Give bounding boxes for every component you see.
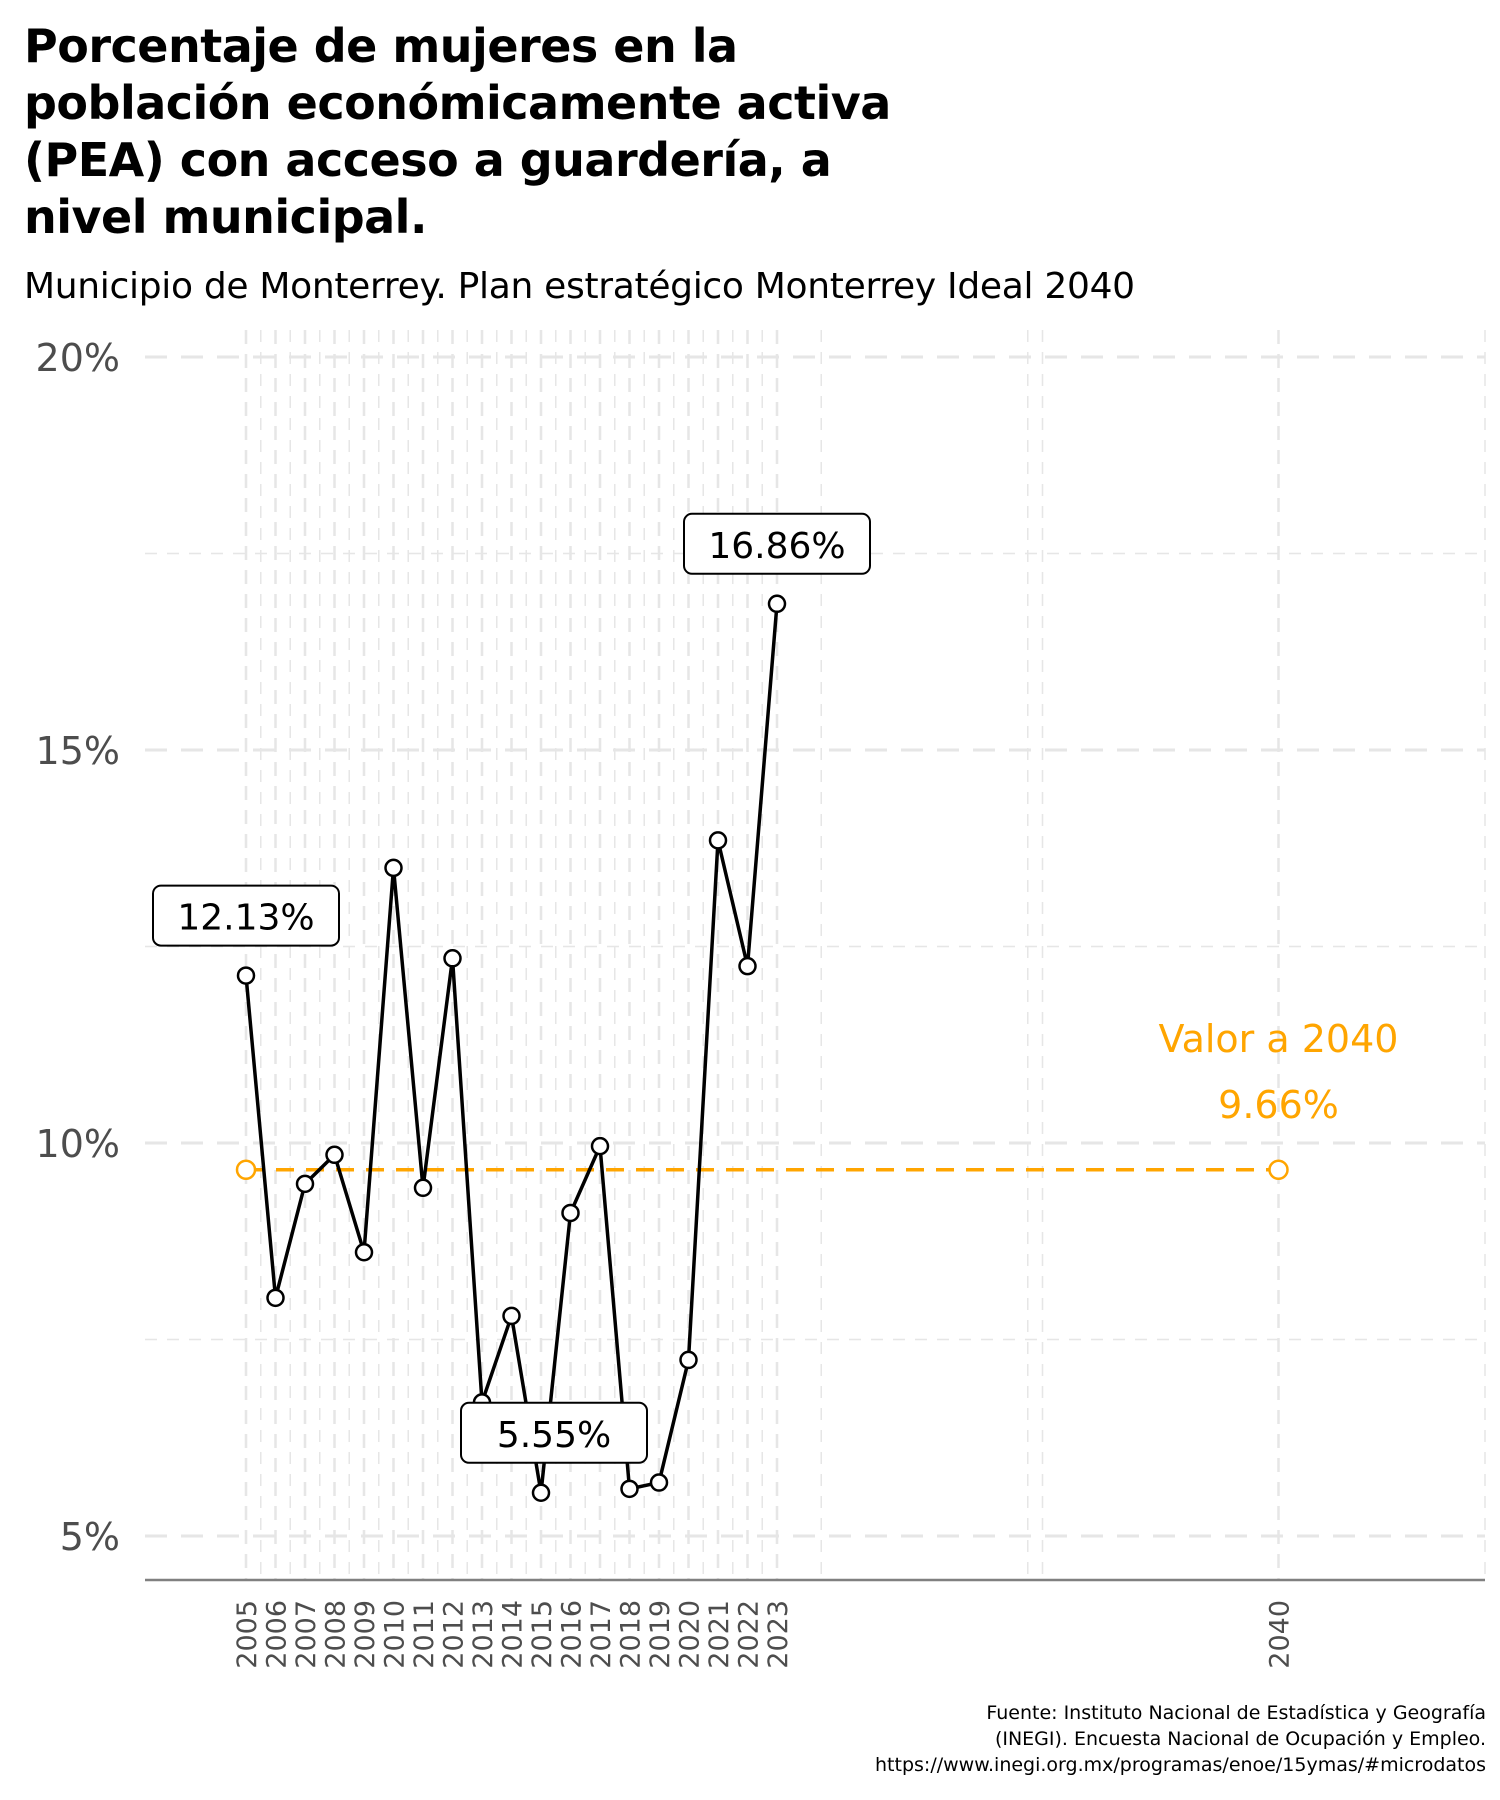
data-point — [236, 966, 256, 985]
point-label-box — [460, 1401, 648, 1464]
data-point — [708, 831, 728, 850]
target-layer: Valor a 2040 9.66% — [235, 1017, 1399, 1180]
data-point — [649, 1473, 669, 1492]
label-layer: 12.13% 5.55% 16.86% — [152, 512, 871, 1464]
x-tick-label: 2019 — [645, 1600, 676, 1669]
chart-title-line: Porcentaje de mujeres en la — [24, 19, 738, 73]
y-tick-label: 10% — [36, 1122, 120, 1166]
data-point — [561, 1203, 580, 1223]
chart-subtitle: Municipio de Monterrey. Plan estratégico… — [24, 266, 1135, 307]
data-point — [767, 594, 787, 614]
data-point — [354, 1243, 374, 1262]
caption-line: https://www.inegi.org.mx/programas/enoe/… — [875, 1754, 1486, 1776]
target-point — [1268, 1159, 1289, 1180]
x-tick-label: 2023 — [763, 1600, 794, 1669]
x-tick-label: 2016 — [557, 1600, 588, 1669]
data-point — [590, 1136, 610, 1156]
x-tick-label: 2040 — [1265, 1600, 1296, 1669]
x-tick-label: 2006 — [262, 1600, 293, 1669]
x-tick-label: 2021 — [704, 1600, 735, 1669]
x-tick-label: 2008 — [321, 1600, 352, 1669]
x-tick-label: 2018 — [616, 1600, 647, 1669]
data-point — [620, 1479, 639, 1499]
axis-layer: 5%10%15%20%20052006200720082009201020112… — [36, 336, 1485, 1669]
chart-caption: Fuente: Instituto Nacional de Estadístic… — [586, 1700, 1486, 1778]
y-tick-label: 20% — [36, 336, 120, 380]
x-tick-label: 2013 — [468, 1600, 499, 1669]
x-tick-label: 2015 — [527, 1600, 558, 1669]
target-value-label: 9.66% — [1218, 1083, 1339, 1127]
x-tick-label: 2010 — [380, 1600, 411, 1669]
x-tick-label: 2017 — [586, 1600, 617, 1669]
x-tick-label: 2007 — [291, 1600, 322, 1669]
point-label: 5.55% — [497, 1415, 611, 1456]
data-point — [502, 1306, 521, 1326]
point-label-box — [152, 884, 340, 947]
data-point — [531, 1483, 551, 1503]
x-tick-label: 2009 — [350, 1600, 381, 1669]
chart-title: Porcentaje de mujeres en la población ec… — [24, 18, 924, 246]
data-point — [679, 1350, 698, 1370]
target-label: Valor a 2040 — [1159, 1017, 1399, 1061]
caption-line: (INEGI). Encuesta Nacional de Ocupación … — [994, 1728, 1486, 1750]
chart-title-line: población económicamente activa — [24, 76, 891, 130]
x-tick-label: 2011 — [409, 1600, 440, 1669]
y-tick-label: 15% — [36, 729, 120, 773]
data-point — [443, 949, 462, 968]
chart-title-line: nivel municipal. — [24, 190, 427, 244]
target-point — [235, 1159, 257, 1180]
x-tick-label: 2020 — [675, 1600, 706, 1669]
data-point — [384, 858, 403, 878]
caption-line: Fuente: Instituto Nacional de Estadístic… — [986, 1702, 1486, 1724]
data-point — [325, 1145, 344, 1165]
point-label: 16.86% — [708, 526, 845, 567]
x-tick-label: 2012 — [439, 1600, 470, 1669]
y-tick-label: 5% — [60, 1515, 120, 1559]
x-tick-label: 2014 — [498, 1600, 529, 1669]
point-label: 12.13% — [177, 898, 314, 939]
data-point — [413, 1178, 433, 1198]
data-point — [266, 1288, 285, 1308]
series-layer — [236, 594, 787, 1503]
x-tick-label: 2005 — [232, 1600, 263, 1669]
chart-title-line: (PEA) con acceso a guardería, a — [24, 133, 832, 187]
data-point — [738, 956, 757, 976]
x-tick-label: 2022 — [734, 1600, 765, 1669]
point-label-box — [683, 512, 871, 575]
data-point — [295, 1174, 315, 1194]
